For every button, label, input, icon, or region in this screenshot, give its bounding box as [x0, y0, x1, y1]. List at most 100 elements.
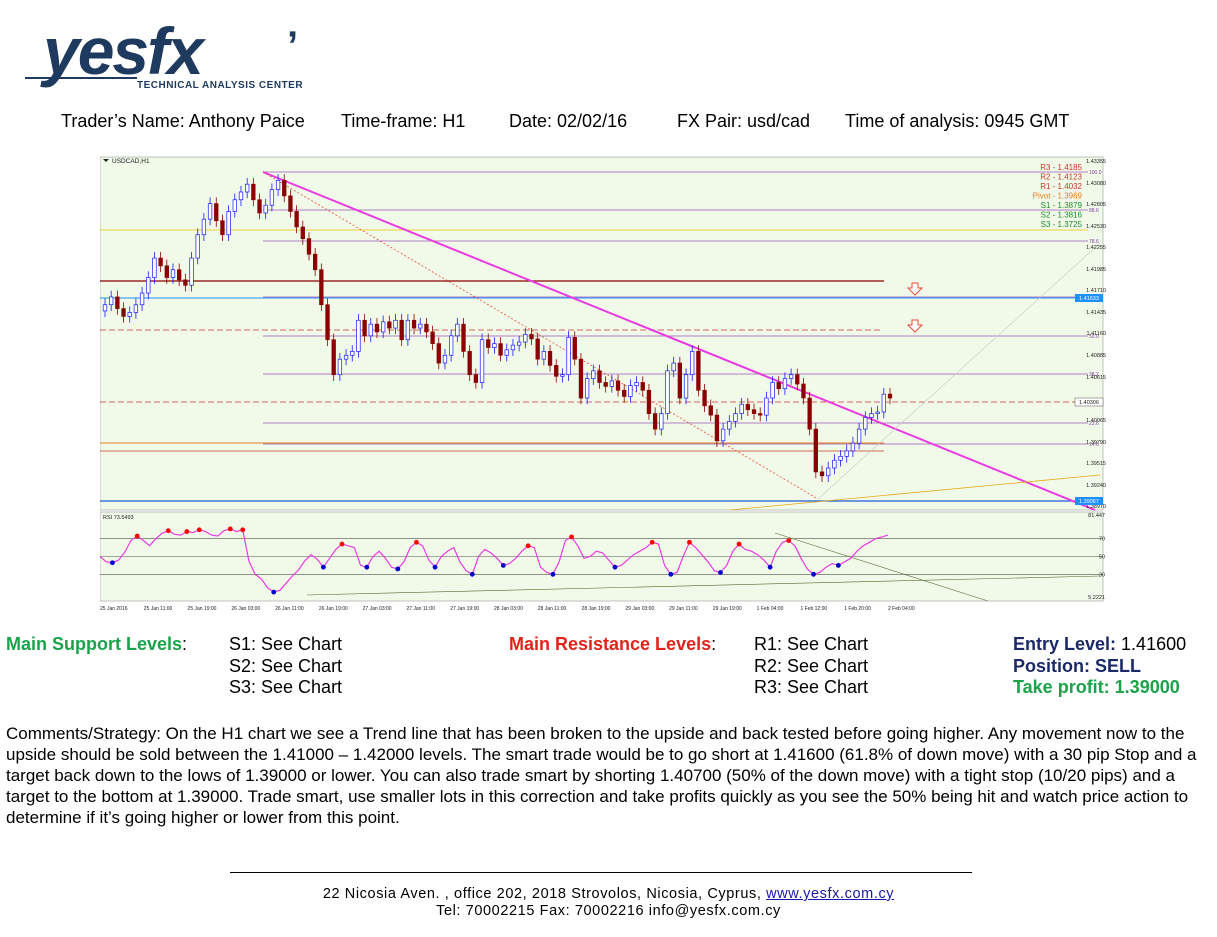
website-link[interactable]: www.yesfx.com.cy: [766, 886, 895, 902]
resistance-r1: R1: See Chart: [754, 634, 869, 654]
candle-body: [418, 323, 423, 329]
price-tick-label: 1.41710: [1086, 288, 1106, 294]
candle-body: [424, 323, 429, 333]
candle-body: [628, 385, 633, 397]
candle-body: [690, 351, 695, 376]
candle-body: [504, 349, 509, 356]
fib-label: 78.6: [1089, 239, 1099, 245]
candle-body: [269, 189, 275, 206]
candle-body: [387, 321, 392, 329]
candle-body: [560, 374, 565, 377]
candle-body: [714, 414, 720, 442]
candle-body: [584, 378, 590, 399]
candle-body: [622, 389, 627, 397]
time-axis-label: 1 Feb 04:00: [757, 606, 784, 612]
rsi-level-label: 81.447: [1088, 513, 1105, 519]
pivot-label: S1 - 1.3879: [1041, 201, 1083, 210]
candle-body: [591, 370, 596, 379]
candle-body: [109, 296, 114, 306]
rsi-label: RSI 73.5493: [103, 515, 134, 521]
candle-body: [856, 428, 862, 444]
candle-body: [214, 203, 219, 222]
rsi-level-label: 5.2221: [1088, 595, 1105, 601]
candle-body: [306, 238, 312, 255]
candle-body: [720, 428, 726, 442]
candle-body: [516, 341, 522, 346]
time-axis-label: 26 Jan 11:00: [275, 606, 304, 612]
position: Position: SELL: [1013, 655, 1141, 676]
candle-body: [646, 389, 652, 414]
footer-address-line: 22 Nicosia Aven. , office 202, 2018 Stro…: [0, 886, 1217, 903]
candle-body: [652, 413, 658, 430]
candle-body: [170, 269, 176, 278]
analysis-date: Date: 02/02/16: [509, 111, 628, 131]
candle-body: [195, 234, 200, 259]
fib-label: 38.2: [1089, 372, 1099, 378]
candle-body: [597, 370, 602, 383]
price-tick-label: 1.39790: [1086, 440, 1106, 446]
candle-body: [399, 319, 404, 341]
candle-body: [350, 351, 355, 356]
candle-body: [529, 333, 534, 340]
rsi-peak-dot: [736, 541, 742, 547]
candle-body: [510, 344, 516, 351]
rsi-peak-dot: [687, 539, 692, 545]
candle-body: [739, 403, 744, 414]
rsi-peak-dot: [196, 527, 202, 533]
candle-body: [319, 269, 324, 306]
rsi-trendline: [306, 575, 1101, 596]
price-tick-label: 1.41435: [1086, 310, 1106, 316]
rsi-trough-dot: [271, 589, 277, 595]
candle-body: [492, 343, 497, 348]
candle-body: [683, 374, 689, 399]
candle-body: [795, 374, 800, 385]
footer: 22 Nicosia Aven. , office 202, 2018 Stro…: [0, 886, 1217, 920]
candle-body: [677, 362, 682, 399]
rsi-peak-dot: [786, 538, 792, 543]
rsi-peak-dot: [165, 528, 171, 534]
candle-body: [220, 220, 225, 236]
candle-body: [251, 183, 256, 201]
candle-body: [813, 428, 818, 473]
candle-body: [776, 382, 781, 390]
candle-body: [609, 380, 615, 387]
analysis-header: Trader’s Name: Anthony Paice Time-frame:…: [0, 111, 1217, 133]
bottom-marker-box: [1075, 497, 1103, 505]
time-frame: Time-frame: H1: [341, 111, 466, 131]
price-tick-label: 1.41985: [1086, 267, 1106, 273]
candle-body: [844, 450, 849, 457]
candle-body: [455, 323, 460, 337]
candle-body: [665, 370, 670, 414]
rising-line: [729, 474, 1101, 511]
candle-body: [139, 292, 145, 306]
candle-body: [554, 365, 559, 377]
pivot-label: R1 - 1.4032: [1040, 182, 1082, 191]
candle-body: [696, 351, 701, 391]
price-tick-label: 1.39515: [1086, 461, 1106, 467]
time-axis-label: 1 Feb 12:00: [800, 606, 827, 612]
dropdown-icon: [103, 159, 109, 162]
candle-body: [442, 354, 448, 364]
rsi-peak-dot: [414, 539, 419, 545]
fib-label: 88.6: [1089, 208, 1099, 214]
candle-body: [282, 179, 287, 197]
candle-body: [671, 362, 676, 372]
rsi-trough-dot: [767, 564, 773, 570]
time-axis-label: 29 Jan 19:00: [713, 606, 742, 612]
fx-pair: FX Pair: usd/cad: [677, 111, 811, 131]
candle-body: [745, 403, 750, 411]
candle-body: [275, 179, 281, 191]
rsi-trendline: [774, 532, 989, 602]
price-tick-label: 1.41160: [1087, 331, 1106, 337]
chart-title: USDCAD,H1: [112, 158, 150, 165]
candle-body: [479, 339, 485, 383]
rsi-peak-dot: [227, 526, 233, 532]
support-s3: S3: See Chart: [229, 677, 343, 697]
candle-body: [121, 308, 126, 317]
candle-body: [887, 393, 893, 399]
rsi-trough-dot: [395, 566, 401, 572]
trader-name: Trader’s Name: Anthony Paice: [61, 111, 305, 131]
candle-body: [325, 304, 330, 341]
rsi-trough-dot: [668, 571, 674, 577]
current-price-label: 1.40306: [1079, 400, 1099, 406]
